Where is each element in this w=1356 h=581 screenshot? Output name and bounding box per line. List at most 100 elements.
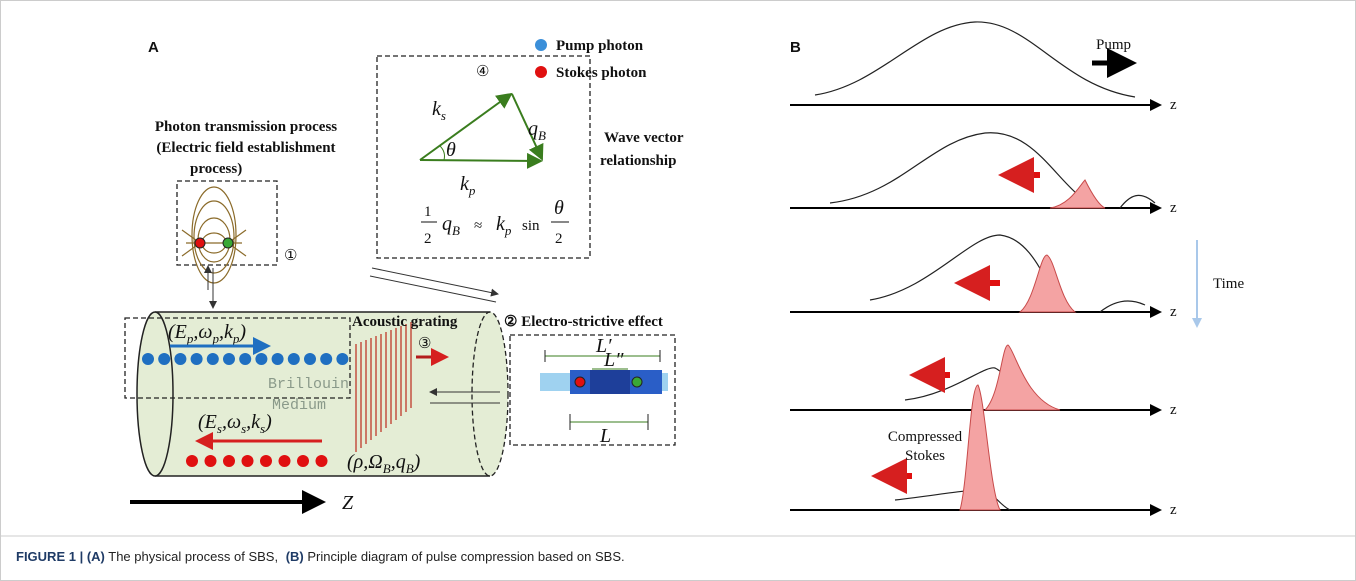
subscript: p — [504, 223, 512, 238]
pump-photon — [174, 353, 187, 365]
formula: 1 2 qB ≈ kp sin θ 2 — [421, 197, 569, 247]
math-text: (ρ,Ω — [347, 451, 383, 473]
stokes-photon — [260, 455, 272, 467]
caption: FIGURE 1 | (A) The physical process of S… — [16, 549, 629, 564]
math-text: (E — [198, 411, 217, 433]
axis-label: Z — [342, 492, 354, 514]
formula: sin — [522, 218, 540, 234]
charge — [222, 237, 234, 249]
stokes-photon — [241, 455, 254, 467]
subscript: p — [468, 183, 476, 198]
step-number: ④ — [476, 64, 489, 80]
baselines: z z z z z — [790, 97, 1177, 518]
pump-photons — [142, 353, 349, 365]
formula: 2 — [555, 231, 563, 247]
step-number: ③ — [418, 336, 431, 352]
panel-a: A Pump photon Stokes photon ④ ks qB θ kp… — [124, 38, 684, 514]
subscript: s — [217, 421, 222, 436]
formula: kp — [496, 213, 512, 238]
electrostriction-diagram — [574, 376, 586, 388]
arrow — [369, 275, 497, 303]
math-label: (Es,ωs,ks) — [198, 411, 272, 436]
pump-photon — [271, 353, 284, 365]
pump-pulses — [1119, 194, 1156, 209]
pump-photon — [304, 353, 316, 365]
pump-photon — [223, 353, 235, 365]
math-label: qB — [528, 118, 546, 143]
field-lines — [191, 186, 237, 284]
field-lines — [181, 186, 247, 284]
stokes-photons — [186, 455, 328, 467]
field-lines — [193, 200, 235, 274]
formula: ≈ — [474, 218, 482, 234]
arrow — [371, 267, 499, 297]
axis-label: z — [1170, 502, 1177, 518]
pump-pulses — [829, 132, 1101, 209]
pump-photon — [206, 353, 219, 365]
subscript: B — [406, 461, 414, 476]
subscript: s — [441, 108, 446, 123]
axis-label: z — [1170, 304, 1177, 320]
math-label: ks — [432, 98, 446, 123]
stokes-arrows — [871, 157, 1040, 494]
caption-text: relationship — [600, 153, 676, 169]
legend-dot — [535, 66, 547, 78]
stokes-photon — [297, 455, 309, 467]
subscript: p — [232, 331, 240, 346]
math-text: (E — [168, 321, 187, 343]
stokes-photon — [278, 455, 291, 467]
panel-label: A — [148, 39, 159, 56]
math-text: ,ω — [193, 321, 212, 343]
acoustic-grating — [355, 322, 412, 452]
electrostriction-diagram — [540, 350, 668, 430]
cylinder-end — [471, 311, 509, 477]
pump-photon — [255, 353, 268, 365]
pump-photon — [190, 353, 203, 365]
pump-photon — [158, 353, 171, 365]
formula: 2 — [424, 231, 432, 247]
section-title: (Electric field establishment — [156, 140, 335, 156]
electrostriction-diagram — [631, 376, 643, 388]
time-arrow — [1192, 318, 1202, 328]
axis-label: z — [1170, 402, 1177, 418]
math-text: k — [432, 98, 442, 120]
caption-text: The physical process of SBS, — [108, 549, 279, 564]
subscript: p — [212, 331, 220, 346]
pump-photon — [287, 353, 300, 365]
stokes-label: Compressed — [888, 429, 963, 445]
panel-label: B — [790, 39, 801, 56]
dashed-box — [124, 317, 351, 399]
subscript: B — [383, 461, 391, 476]
math-text: ) — [413, 451, 421, 473]
medium-text: Brillouin — [268, 376, 349, 393]
stokes-photon — [186, 455, 198, 467]
section-title: ② Electro-strictive effect — [504, 314, 663, 330]
medium-text: Medium — [272, 397, 326, 414]
math-text: q — [528, 118, 538, 140]
dashed-box — [509, 334, 676, 446]
formula: qB — [442, 213, 460, 238]
math-label: (Ep,ωp,kp) — [168, 321, 246, 346]
math-text: ,k — [246, 411, 261, 433]
pump-photon — [320, 353, 333, 365]
math-text: k — [496, 213, 506, 235]
caption-label: FIGURE 1 | — [16, 549, 84, 564]
section-title: process) — [190, 161, 242, 177]
math-text: k — [460, 173, 470, 195]
legend-text: Stokes photon — [556, 65, 647, 81]
subscript: s — [241, 421, 246, 436]
step-number: ① — [284, 248, 297, 264]
subscript: B — [538, 128, 546, 143]
math-text: ) — [238, 321, 246, 343]
legend-dot — [535, 39, 547, 51]
pump-pulses — [814, 21, 1136, 98]
math-label: kp — [460, 173, 476, 198]
pump-photon — [142, 353, 154, 365]
legend-text: Pump photon — [556, 38, 644, 54]
caption-text: Wave vector — [604, 130, 684, 146]
pump-photon — [239, 353, 252, 365]
math-text: ) — [264, 411, 272, 433]
